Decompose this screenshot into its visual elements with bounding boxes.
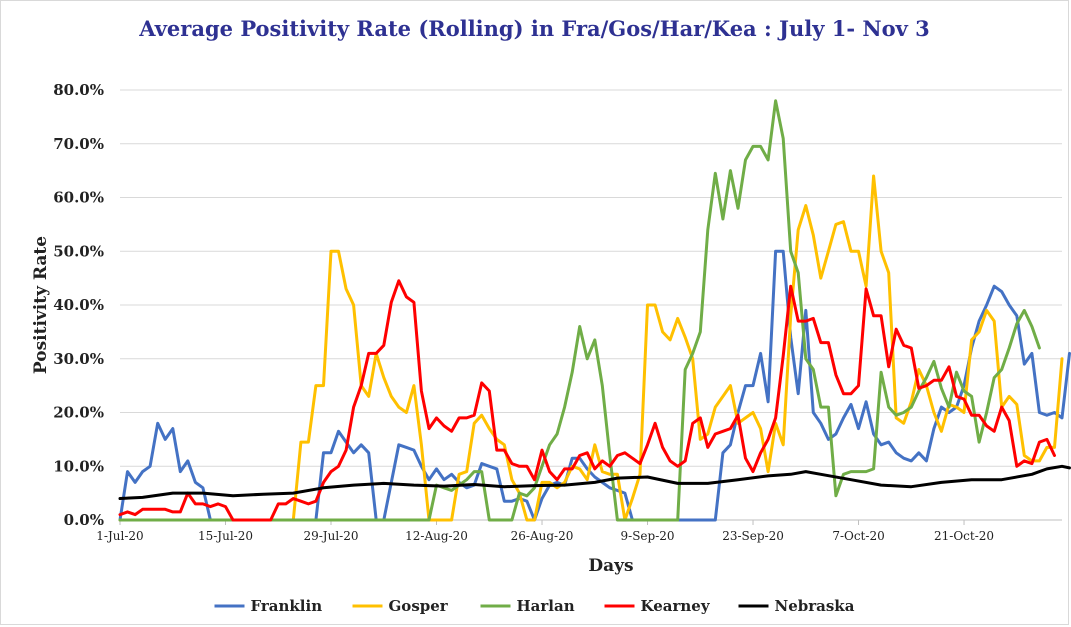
y-tick-label: 20.0% <box>53 404 104 422</box>
legend-label-kearney: Kearney <box>641 597 711 615</box>
x-tick-label: 21-Oct-20 <box>934 529 994 543</box>
x-tick-label: 1-Jul-20 <box>96 529 143 543</box>
series-line-harlan <box>118 99 1041 522</box>
y-tick-label: 10.0% <box>53 457 104 475</box>
y-tick-label: 70.0% <box>53 135 104 153</box>
series-line-gosper <box>118 174 1064 522</box>
x-tick-label: 9-Sep-20 <box>621 529 675 543</box>
y-tick-label: 40.0% <box>53 296 104 314</box>
x-tick-label: 26-Aug-20 <box>511 529 574 543</box>
legend-label-harlan: Harlan <box>517 597 575 615</box>
series-line-kearney <box>118 279 1056 522</box>
x-tick-label: 23-Sep-20 <box>722 529 784 543</box>
x-tick-label: 29-Jul-20 <box>303 529 358 543</box>
y-tick-label: 60.0% <box>53 189 104 207</box>
legend-label-gosper: Gosper <box>389 597 449 615</box>
y-tick-label: 30.0% <box>53 350 104 368</box>
chart-title: Average Positivity Rate (Rolling) in Fra… <box>139 16 930 41</box>
legend-label-nebraska: Nebraska <box>775 597 855 615</box>
y-tick-label: 0.0% <box>64 511 104 529</box>
legend-label-franklin: Franklin <box>251 597 323 615</box>
y-tick-label: 50.0% <box>53 242 104 260</box>
x-tick-label: 7-Oct-20 <box>832 529 884 543</box>
series-line-nebraska <box>118 464 1071 500</box>
x-tick-label: 12-Aug-20 <box>405 529 468 543</box>
x-tick-label: 15-Jul-20 <box>198 529 253 543</box>
y-axis-title: Positivity Rate <box>31 236 51 374</box>
x-axis-title: Days <box>588 556 633 576</box>
y-tick-label: 80.0% <box>53 81 104 99</box>
